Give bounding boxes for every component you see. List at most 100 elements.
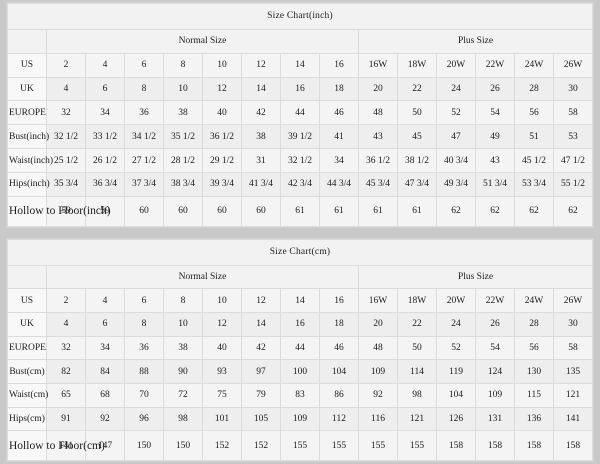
table-cell: 40 [202,335,242,361]
table-cell: 70 [124,382,164,408]
table-cell: 35 3/4 [46,171,86,197]
table-cell: 124 [475,359,515,384]
table-cell: 141 [553,406,593,432]
table-cell: 50 [397,100,437,126]
table-cell: 130 [514,359,554,384]
table-cell: 22 [397,311,437,337]
table-cell: 50 [397,335,437,361]
table-cell: 2 [46,52,86,78]
table-cell: 54 [475,335,515,361]
group-header-spacer [7,28,47,54]
table-cell: 61 [319,195,359,228]
table-cell: 30 [553,311,593,337]
table-cell: 20W [436,52,476,78]
table-row: Waist(inch) 25 1/2 26 1/2 27 1/2 28 1/2 29 1/… [7,148,593,173]
table-cell: 8 [124,311,164,337]
table-cell: 6 [85,76,125,102]
table-cell: 39 3/4 [202,171,242,197]
table-cell: 96 [124,406,164,432]
row-label-waist-cm: Waist(cm) [7,382,48,408]
table-cell: 18 [319,311,359,337]
table-cell: 26 1/2 [85,148,125,173]
table-cell: 150 [163,430,203,461]
table-cell: 104 [436,382,476,408]
table-row: Bust(cm) 82 84 88 90 93 97 100 104 109 114 119 124 13… [7,359,593,384]
table-cell: 4 [46,311,86,337]
table-cell: 119 [436,359,476,384]
table-cell: 155 [280,430,320,461]
table-cell: 18 [319,76,359,102]
table-cell: 10 [163,311,203,337]
table-cell: 59 [46,195,86,228]
table-cell: 131 [475,406,515,432]
table-cell: 39 1/2 [280,124,320,150]
table-cell: 101 [202,406,242,432]
table-cell: 56 [514,335,554,361]
table-cell: 40 [202,100,242,126]
group-header-row: Normal Size Plus Size [7,264,593,290]
table-cell: 20 [358,76,398,102]
table-row: Waist(cm) 65 68 70 72 75 79 83 86 92 98 104 109 115 12… [7,382,593,408]
table-row: US 2 4 6 8 10 12 14 16 16W 18W 20W 22W 24W 26W [7,52,593,78]
group-header-row: Normal Size Plus Size [7,28,593,54]
table-cell: 44 [280,335,320,361]
table-cell: 4 [85,288,125,313]
table-cell: 152 [202,430,242,461]
row-label-bust-inch: Bust(inch) [7,124,49,150]
table-cell: 48 [358,100,398,126]
table-cell: 22W [475,52,515,78]
table-cell: 20W [436,288,476,313]
table-cell: 28 1/2 [163,148,203,173]
table-cell: 42 [241,100,281,126]
table-cell: 51 3/4 [475,171,515,197]
table-cell: 12 [202,76,242,102]
table-cell: 65 [46,382,86,408]
table-cell: 75 [202,382,242,408]
row-label-hollow-to-floor-cm: Hollow to Floor(cm) [7,430,105,461]
table-cell: 121 [553,382,593,408]
table-cell: 38 1/2 [397,148,437,173]
table-cell: 29 1/2 [202,148,242,173]
table-cell: 38 [241,124,281,150]
row-label-europe: EUROPE [7,335,47,361]
table-cell: 46 [319,100,359,126]
table-cell: 98 [163,406,203,432]
table-cell: 43 [475,148,515,173]
table-cell: 158 [514,430,554,461]
table-row: UK 4 6 8 10 12 14 16 18 20 22 24 26 28 30 [7,76,593,102]
table-cell: 109 [475,382,515,408]
table-cell: 54 [475,100,515,126]
table-cell: 30 [553,76,593,102]
table-cell: 93 [202,359,242,384]
table-cell: 105 [241,406,281,432]
size-table-cm: Size Chart(cm) Normal Size Plus Size US 2 4 6 8… [7,239,593,461]
table-cell: 53 3/4 [514,171,554,197]
table-cell: 62 [514,195,554,228]
table-cell: 126 [436,406,476,432]
table-cell: 109 [280,406,320,432]
table-cell: 32 1/2 [280,148,320,173]
table-cell: 158 [553,430,593,461]
table-cell: 116 [358,406,398,432]
table-cell: 68 [85,382,125,408]
table-cell: 18W [397,288,437,313]
table-cell: 82 [46,359,86,384]
table-cell: 51 [514,124,554,150]
table-cell: 92 [85,406,125,432]
table-cell: 28 [514,311,554,337]
table-cell: 32 [46,335,86,361]
table-cell: 112 [319,406,359,432]
size-chart-inch: Size Chart(inch) Normal Size Plus Size US 2 4… [6,2,594,228]
row-label-hips-cm: Hips(cm) [7,406,47,432]
table-cell: 12 [202,311,242,337]
table-cell: 26W [553,288,593,313]
table-row: EUROPE 32 34 36 38 40 42 44 46 48 50 52 54 56 58 [7,335,593,361]
table-cell: 37 3/4 [124,171,164,197]
table-cell: 83 [280,382,320,408]
table-cell: 152 [241,430,281,461]
table-cell: 6 [124,52,164,78]
table-cell: 43 [358,124,398,150]
table-cell: 92 [358,382,398,408]
table-cell: 61 [358,195,398,228]
table-cell: 16W [358,288,398,313]
